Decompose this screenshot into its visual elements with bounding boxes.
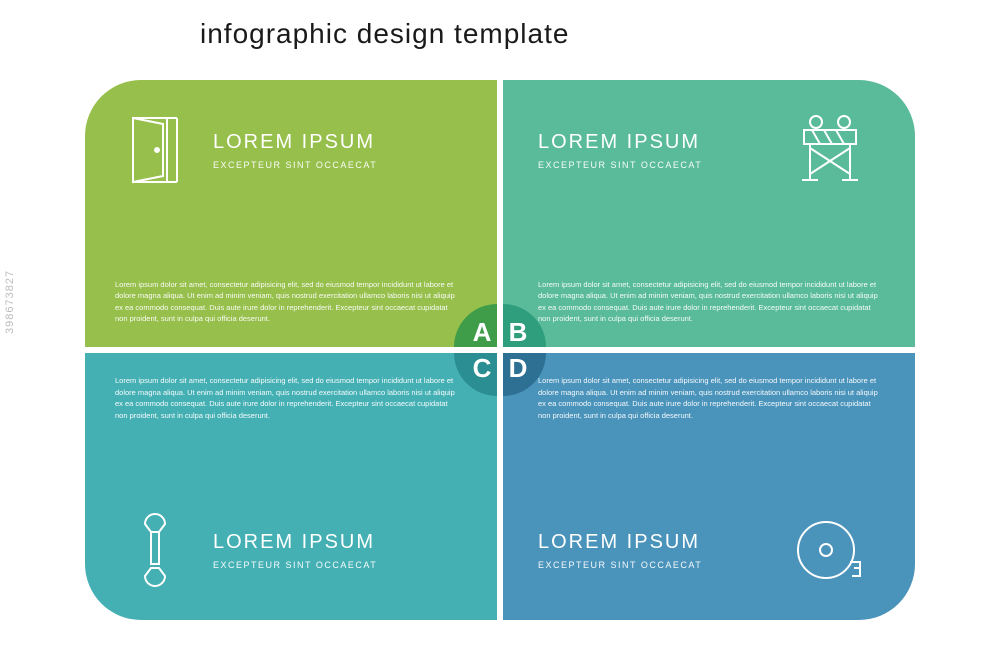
card-d-subtitle: EXCEPTEUR SINT OCCAECAT	[538, 560, 702, 570]
card-d-heading-text: LOREM IPSUM EXCEPTEUR SINT OCCAECAT	[538, 531, 702, 570]
badge-a: A	[454, 304, 497, 347]
page-title: infographic design template	[200, 18, 569, 50]
door-icon	[115, 110, 195, 190]
card-b: LOREM IPSUM EXCEPTEUR SINT OCCAECAT	[503, 80, 915, 347]
card-b-heading: LOREM IPSUM	[538, 131, 702, 154]
card-d-body: Lorem ipsum dolor sit amet, consectetur …	[538, 375, 878, 422]
wrench-icon	[115, 510, 195, 590]
card-c-heading-row: LOREM IPSUM EXCEPTEUR SINT OCCAECAT	[115, 510, 377, 590]
card-a-body: Lorem ipsum dolor sit amet, consectetur …	[115, 279, 455, 326]
card-c-heading-text: LOREM IPSUM EXCEPTEUR SINT OCCAECAT	[213, 531, 377, 570]
infographic-grid: LOREM IPSUM EXCEPTEUR SINT OCCAECAT Lore…	[85, 80, 915, 620]
card-a-heading-row: LOREM IPSUM EXCEPTEUR SINT OCCAECAT	[115, 110, 377, 190]
badge-c: C	[454, 353, 497, 396]
tape-measure-icon	[790, 510, 870, 590]
card-b-heading-text: LOREM IPSUM EXCEPTEUR SINT OCCAECAT	[538, 131, 702, 170]
badge-a-letter: A	[473, 317, 492, 348]
card-b-heading-row: LOREM IPSUM EXCEPTEUR SINT OCCAECAT	[538, 110, 870, 190]
card-a: LOREM IPSUM EXCEPTEUR SINT OCCAECAT Lore…	[85, 80, 497, 347]
badge-b-letter: B	[509, 317, 528, 348]
card-a-heading-text: LOREM IPSUM EXCEPTEUR SINT OCCAECAT	[213, 131, 377, 170]
card-c-heading: LOREM IPSUM	[213, 531, 377, 554]
card-c-subtitle: EXCEPTEUR SINT OCCAECAT	[213, 560, 377, 570]
card-d: Lorem ipsum dolor sit amet, consectetur …	[503, 353, 915, 620]
barrier-icon	[790, 110, 870, 190]
card-d-heading: LOREM IPSUM	[538, 531, 702, 554]
card-c-body: Lorem ipsum dolor sit amet, consectetur …	[115, 375, 455, 422]
card-d-heading-row: LOREM IPSUM EXCEPTEUR SINT OCCAECAT	[538, 510, 870, 590]
card-a-heading: LOREM IPSUM	[213, 131, 377, 154]
watermark: 398673827	[4, 269, 16, 333]
badge-c-letter: C	[473, 353, 492, 384]
badge-d-letter: D	[509, 353, 528, 384]
card-b-body: Lorem ipsum dolor sit amet, consectetur …	[538, 279, 878, 326]
card-c: Lorem ipsum dolor sit amet, consectetur …	[85, 353, 497, 620]
card-b-subtitle: EXCEPTEUR SINT OCCAECAT	[538, 160, 702, 170]
card-a-subtitle: EXCEPTEUR SINT OCCAECAT	[213, 160, 377, 170]
